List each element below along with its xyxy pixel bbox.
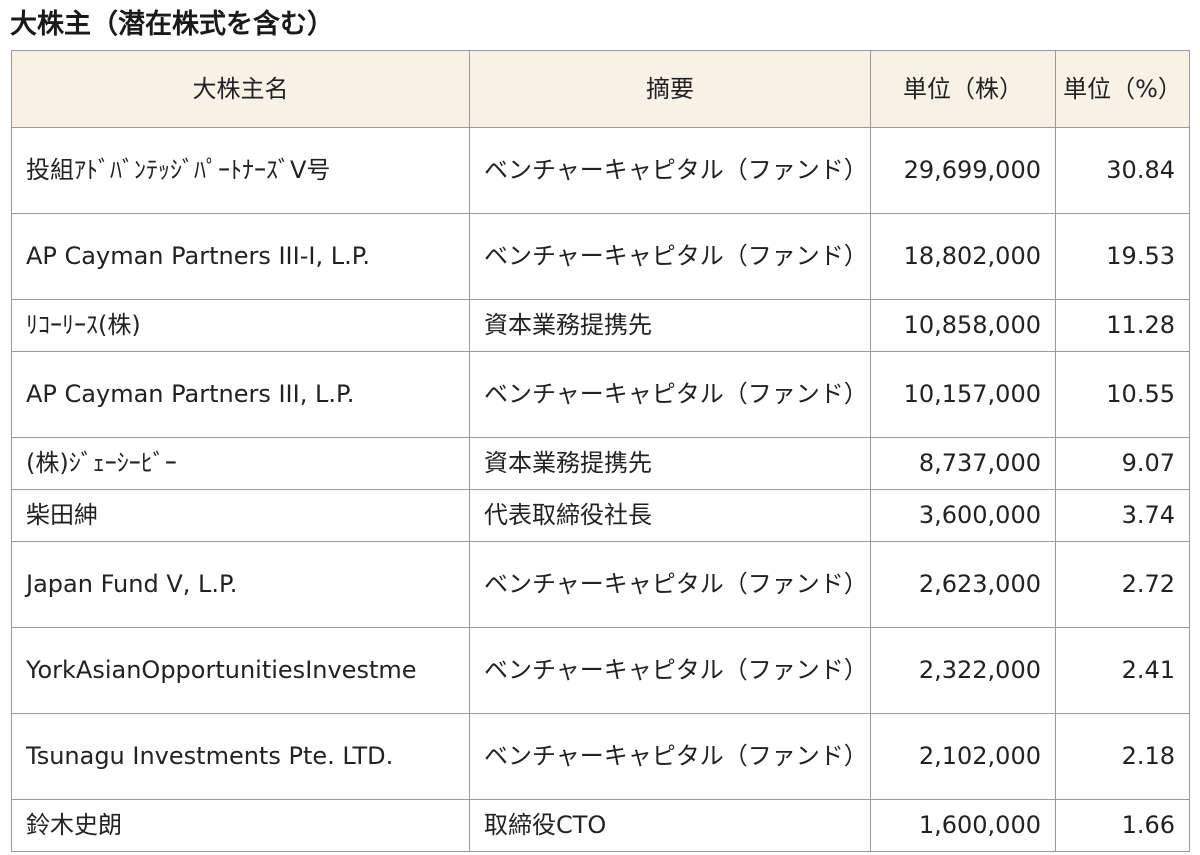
- shareholder-summary: ベンチャーキャピタル（ファンド）: [469, 541, 871, 628]
- shareholder-ratio: 1.66: [1055, 799, 1190, 852]
- shareholder-ratio: 10.55: [1055, 351, 1190, 438]
- table-header-row: 大株主名 摘要 単位（株） 単位（%）: [11, 50, 1190, 128]
- shareholder-name: AP Cayman Partners III, L.P.: [11, 351, 470, 438]
- shareholder-name: Japan Fund V, L.P.: [11, 541, 470, 628]
- table-row: Japan Fund V, L.P. ベンチャーキャピタル（ファンド） 2,62…: [11, 541, 1190, 628]
- shareholder-shares: 18,802,000: [870, 213, 1056, 300]
- table-row: 柴田紳 代表取締役社長 3,600,000 3.74: [11, 489, 1190, 542]
- shareholder-ratio: 2.72: [1055, 541, 1190, 628]
- shareholder-summary: 取締役CTO: [469, 799, 871, 852]
- table-row: AP Cayman Partners III-I, L.P. ベンチャーキャピタ…: [11, 213, 1190, 300]
- shareholder-summary: ベンチャーキャピタル（ファンド）: [469, 351, 871, 438]
- shareholder-summary: 資本業務提携先: [469, 437, 871, 490]
- shareholder-shares: 1,600,000: [870, 799, 1056, 852]
- shareholder-name: AP Cayman Partners III-I, L.P.: [11, 213, 470, 300]
- shareholder-shares: 2,102,000: [870, 713, 1056, 800]
- table-row: YorkAsianOpportunitiesInvestme ベンチャーキャピタ…: [11, 627, 1190, 714]
- shareholder-summary: ベンチャーキャピタル（ファンド）: [469, 127, 871, 214]
- shareholder-shares: 8,737,000: [870, 437, 1056, 490]
- header-summary: 摘要: [469, 50, 871, 128]
- shareholder-summary: 資本業務提携先: [469, 299, 871, 352]
- shareholder-name: (株)ｼﾞｪｰｼｰﾋﾞｰ: [11, 437, 470, 490]
- table-row: 投組ｱﾄﾞﾊﾞﾝﾃｯｼﾞﾊﾟｰﾄﾅｰｽﾞV号 ベンチャーキャピタル（ファンド） …: [11, 127, 1190, 214]
- shareholder-shares: 29,699,000: [870, 127, 1056, 214]
- shareholder-ratio: 2.41: [1055, 627, 1190, 714]
- shareholder-name: Tsunagu Investments Pte. LTD.: [11, 713, 470, 800]
- page-title: 大株主（潜在株式を含む）: [10, 9, 334, 40]
- shareholder-ratio: 30.84: [1055, 127, 1190, 214]
- shareholder-ratio: 9.07: [1055, 437, 1190, 490]
- header-shares: 単位（株）: [870, 50, 1056, 128]
- table-row: ﾘｺｰﾘｰｽ(株) 資本業務提携先 10,858,000 11.28: [11, 299, 1190, 352]
- shareholder-ratio: 3.74: [1055, 489, 1190, 542]
- header-ratio: 単位（%）: [1055, 50, 1190, 128]
- header-shareholder-name: 大株主名: [11, 50, 470, 128]
- table-row: Tsunagu Investments Pte. LTD. ベンチャーキャピタル…: [11, 713, 1190, 800]
- shareholder-shares: 2,623,000: [870, 541, 1056, 628]
- shareholder-shares: 3,600,000: [870, 489, 1056, 542]
- table-row: AP Cayman Partners III, L.P. ベンチャーキャピタル（…: [11, 351, 1190, 438]
- shareholder-name: ﾘｺｰﾘｰｽ(株): [11, 299, 470, 352]
- shareholder-name: 鈴木史朗: [11, 799, 470, 852]
- table-row: 鈴木史朗 取締役CTO 1,600,000 1.66: [11, 799, 1190, 852]
- shareholder-ratio: 11.28: [1055, 299, 1190, 352]
- shareholder-summary: ベンチャーキャピタル（ファンド）: [469, 713, 871, 800]
- shareholder-ratio: 19.53: [1055, 213, 1190, 300]
- shareholder-shares: 10,157,000: [870, 351, 1056, 438]
- shareholder-name: 柴田紳: [11, 489, 470, 542]
- major-shareholders-table: 大株主名 摘要 単位（株） 単位（%） 投組ｱﾄﾞﾊﾞﾝﾃｯｼﾞﾊﾟｰﾄﾅｰｽﾞ…: [11, 50, 1190, 852]
- shareholder-summary: ベンチャーキャピタル（ファンド）: [469, 627, 871, 714]
- table-row: (株)ｼﾞｪｰｼｰﾋﾞｰ 資本業務提携先 8,737,000 9.07: [11, 437, 1190, 490]
- shareholder-shares: 2,322,000: [870, 627, 1056, 714]
- shareholder-ratio: 2.18: [1055, 713, 1190, 800]
- shareholder-summary: 代表取締役社長: [469, 489, 871, 542]
- shareholder-name: YorkAsianOpportunitiesInvestme: [11, 627, 470, 714]
- shareholder-shares: 10,858,000: [870, 299, 1056, 352]
- shareholder-summary: ベンチャーキャピタル（ファンド）: [469, 213, 871, 300]
- shareholder-name: 投組ｱﾄﾞﾊﾞﾝﾃｯｼﾞﾊﾟｰﾄﾅｰｽﾞV号: [11, 127, 470, 214]
